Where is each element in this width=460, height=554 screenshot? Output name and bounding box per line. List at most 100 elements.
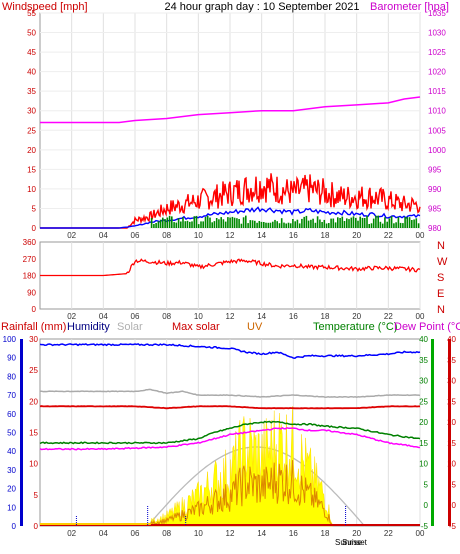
- x-tick-label-temp: 10: [194, 529, 203, 538]
- wind-bar: [323, 219, 326, 228]
- humidity-y-tick-label: 60: [7, 410, 16, 419]
- wind-bar: [274, 219, 276, 228]
- wind-bar: [222, 219, 225, 228]
- baro-y-tick-label: 995: [428, 165, 442, 174]
- wind-bar: [153, 224, 155, 228]
- barometer-axis-title: Barometer [hpa]: [370, 1, 449, 13]
- direction-y-tick-label: 270: [23, 255, 37, 264]
- wind-bar: [245, 215, 247, 228]
- x-tick-label-wind: 04: [99, 231, 108, 240]
- dew-y-tick-label: 0: [452, 501, 457, 510]
- direction-y-tick-label: 0: [32, 305, 37, 314]
- wind-y-tick-label: 25: [27, 126, 36, 135]
- wind-bar: [218, 219, 220, 228]
- wind-bar: [384, 217, 386, 228]
- wind-bar: [265, 222, 267, 228]
- wind-bar: [229, 217, 231, 228]
- wind-y-tick-label: 5: [32, 204, 37, 213]
- direction-y-tick-label: 360: [23, 238, 37, 247]
- rain-axis-bar: [20, 339, 23, 526]
- wind-bar: [399, 222, 402, 228]
- wind-bar: [159, 219, 162, 228]
- wind-bar: [375, 215, 377, 228]
- wind-bar: [395, 222, 397, 228]
- x-tick-label-dir: 14: [257, 312, 266, 321]
- wind-bar: [361, 217, 364, 228]
- humidity-y-tick-label: 70: [7, 391, 16, 400]
- solar-line: [39, 388, 421, 398]
- wind-bar: [413, 219, 415, 228]
- x-tick-label-wind: 10: [194, 231, 203, 240]
- wind-bar: [189, 221, 191, 228]
- wind-bar: [242, 217, 245, 228]
- wind-bar: [224, 221, 227, 228]
- wind-bar: [408, 217, 411, 228]
- wind-bar: [359, 216, 361, 228]
- wind-bar: [200, 221, 202, 228]
- x-tick-label-temp: 12: [226, 529, 235, 538]
- wind-bar: [350, 217, 353, 228]
- x-tick-label-wind: 22: [384, 231, 393, 240]
- wind-bar: [397, 217, 400, 228]
- x-tick-label-wind: 16: [289, 231, 298, 240]
- wind-bar: [175, 222, 178, 228]
- wind-bar: [368, 224, 370, 228]
- humidity-y-tick-label: 30: [7, 466, 16, 475]
- wind-bar: [256, 222, 258, 228]
- wind-bar: [195, 215, 198, 228]
- humidity-y-tick-label: 100: [3, 335, 17, 344]
- temperature-y-tick-label: 10: [419, 460, 428, 469]
- wind-bar: [388, 218, 391, 228]
- wind-bar: [307, 220, 310, 228]
- wind-bar: [204, 217, 207, 228]
- wind-bar: [402, 223, 404, 228]
- wind-bar: [352, 216, 355, 228]
- temperature-line: [39, 420, 421, 445]
- temperature-y-tick-label: 15: [419, 439, 428, 448]
- x-tick-label-dir: 00: [416, 312, 425, 321]
- humidity-y-tick-label: 10: [7, 503, 16, 512]
- dew-y-tick-label: 10: [447, 460, 456, 469]
- wind-bar: [312, 218, 314, 228]
- compass-label: E: [437, 288, 444, 300]
- wind-bar: [314, 222, 317, 228]
- wind-y-tick-label: 35: [27, 87, 36, 96]
- humidity-y-tick-label: 80: [7, 372, 16, 381]
- wind-bar: [411, 220, 413, 228]
- rain-y-tick-label: 10: [29, 460, 38, 469]
- x-tick-label-temp: 00: [416, 529, 425, 538]
- wind-bar: [301, 218, 303, 228]
- x-tick-label-dir: 20: [352, 312, 361, 321]
- wind-bar: [390, 216, 393, 228]
- wind-direction-line: [40, 258, 421, 277]
- wind-bar: [173, 222, 175, 228]
- wind-y-tick-label: 40: [27, 68, 36, 77]
- wind-bar: [415, 218, 418, 228]
- wind-bar: [269, 222, 272, 228]
- wind-bar: [285, 223, 287, 228]
- wind-bar: [220, 217, 222, 228]
- windspeed-axis-title: Windspeed [mph]: [2, 1, 88, 13]
- wind-bar: [280, 218, 283, 228]
- x-tick-label-temp: 20: [352, 529, 361, 538]
- wind-bar: [377, 215, 379, 228]
- rain-y-tick-label: 25: [29, 366, 38, 375]
- wind-y-tick-label: 20: [27, 146, 36, 155]
- x-tick-label-wind: 02: [67, 231, 76, 240]
- rain-y-tick-label: 30: [29, 335, 38, 344]
- dew-y-tick-label: 40: [447, 335, 456, 344]
- wind-bar: [211, 222, 213, 228]
- dew-y-tick-label: 20: [447, 418, 456, 427]
- rain-y-tick-label: 20: [29, 397, 38, 406]
- dew-y-tick-label: 25: [447, 397, 456, 406]
- wind-bar: [348, 219, 350, 228]
- wind-bar: [303, 216, 305, 228]
- x-tick-label-wind: 12: [226, 231, 235, 240]
- temperature-axis-title: Temperature (°C): [313, 321, 397, 333]
- wind-bar: [289, 223, 292, 228]
- x-tick-label-wind: 00: [416, 231, 425, 240]
- x-tick-label-dir: 22: [384, 312, 393, 321]
- baro-y-tick-label: 1015: [428, 87, 446, 96]
- wind-bar: [404, 216, 406, 228]
